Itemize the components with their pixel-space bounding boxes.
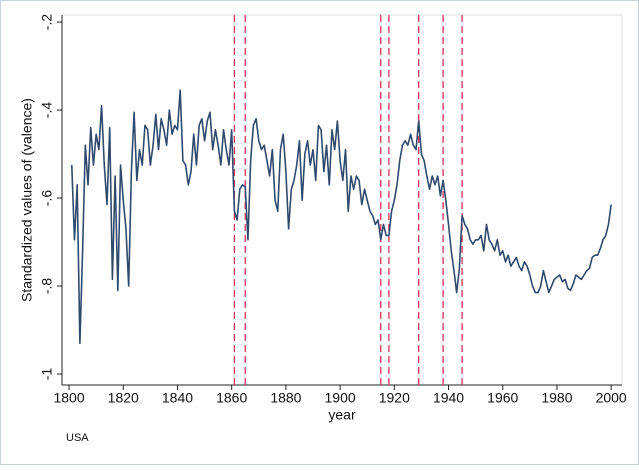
y-tick-label: -1 [39, 368, 55, 381]
y-tick-label: -.2 [39, 14, 55, 31]
x-tick-label: 1920 [379, 390, 410, 406]
x-tick-label: 1900 [325, 390, 356, 406]
x-tick-label: 1860 [216, 390, 247, 406]
y-tick-label: -.6 [39, 190, 55, 207]
note: USA [66, 432, 89, 444]
x-tick-label: 1820 [108, 390, 139, 406]
x-tick-label: 2000 [596, 390, 627, 406]
x-tick-label: 1960 [487, 390, 518, 406]
y-tick-label: -.8 [39, 278, 55, 295]
plot-region [61, 14, 623, 386]
x-tick-label: 1800 [53, 390, 84, 406]
x-tick-label: 1980 [541, 390, 572, 406]
data-line [70, 89, 612, 344]
x-tick-label: 1880 [270, 390, 301, 406]
x-axis-label: year [328, 407, 356, 423]
x-tick-label: 1840 [162, 390, 193, 406]
y-tick-label: -.4 [39, 102, 55, 119]
x-tick-label: 1940 [433, 390, 464, 406]
y-axis-label: Standardized values of (valence) [19, 98, 35, 302]
